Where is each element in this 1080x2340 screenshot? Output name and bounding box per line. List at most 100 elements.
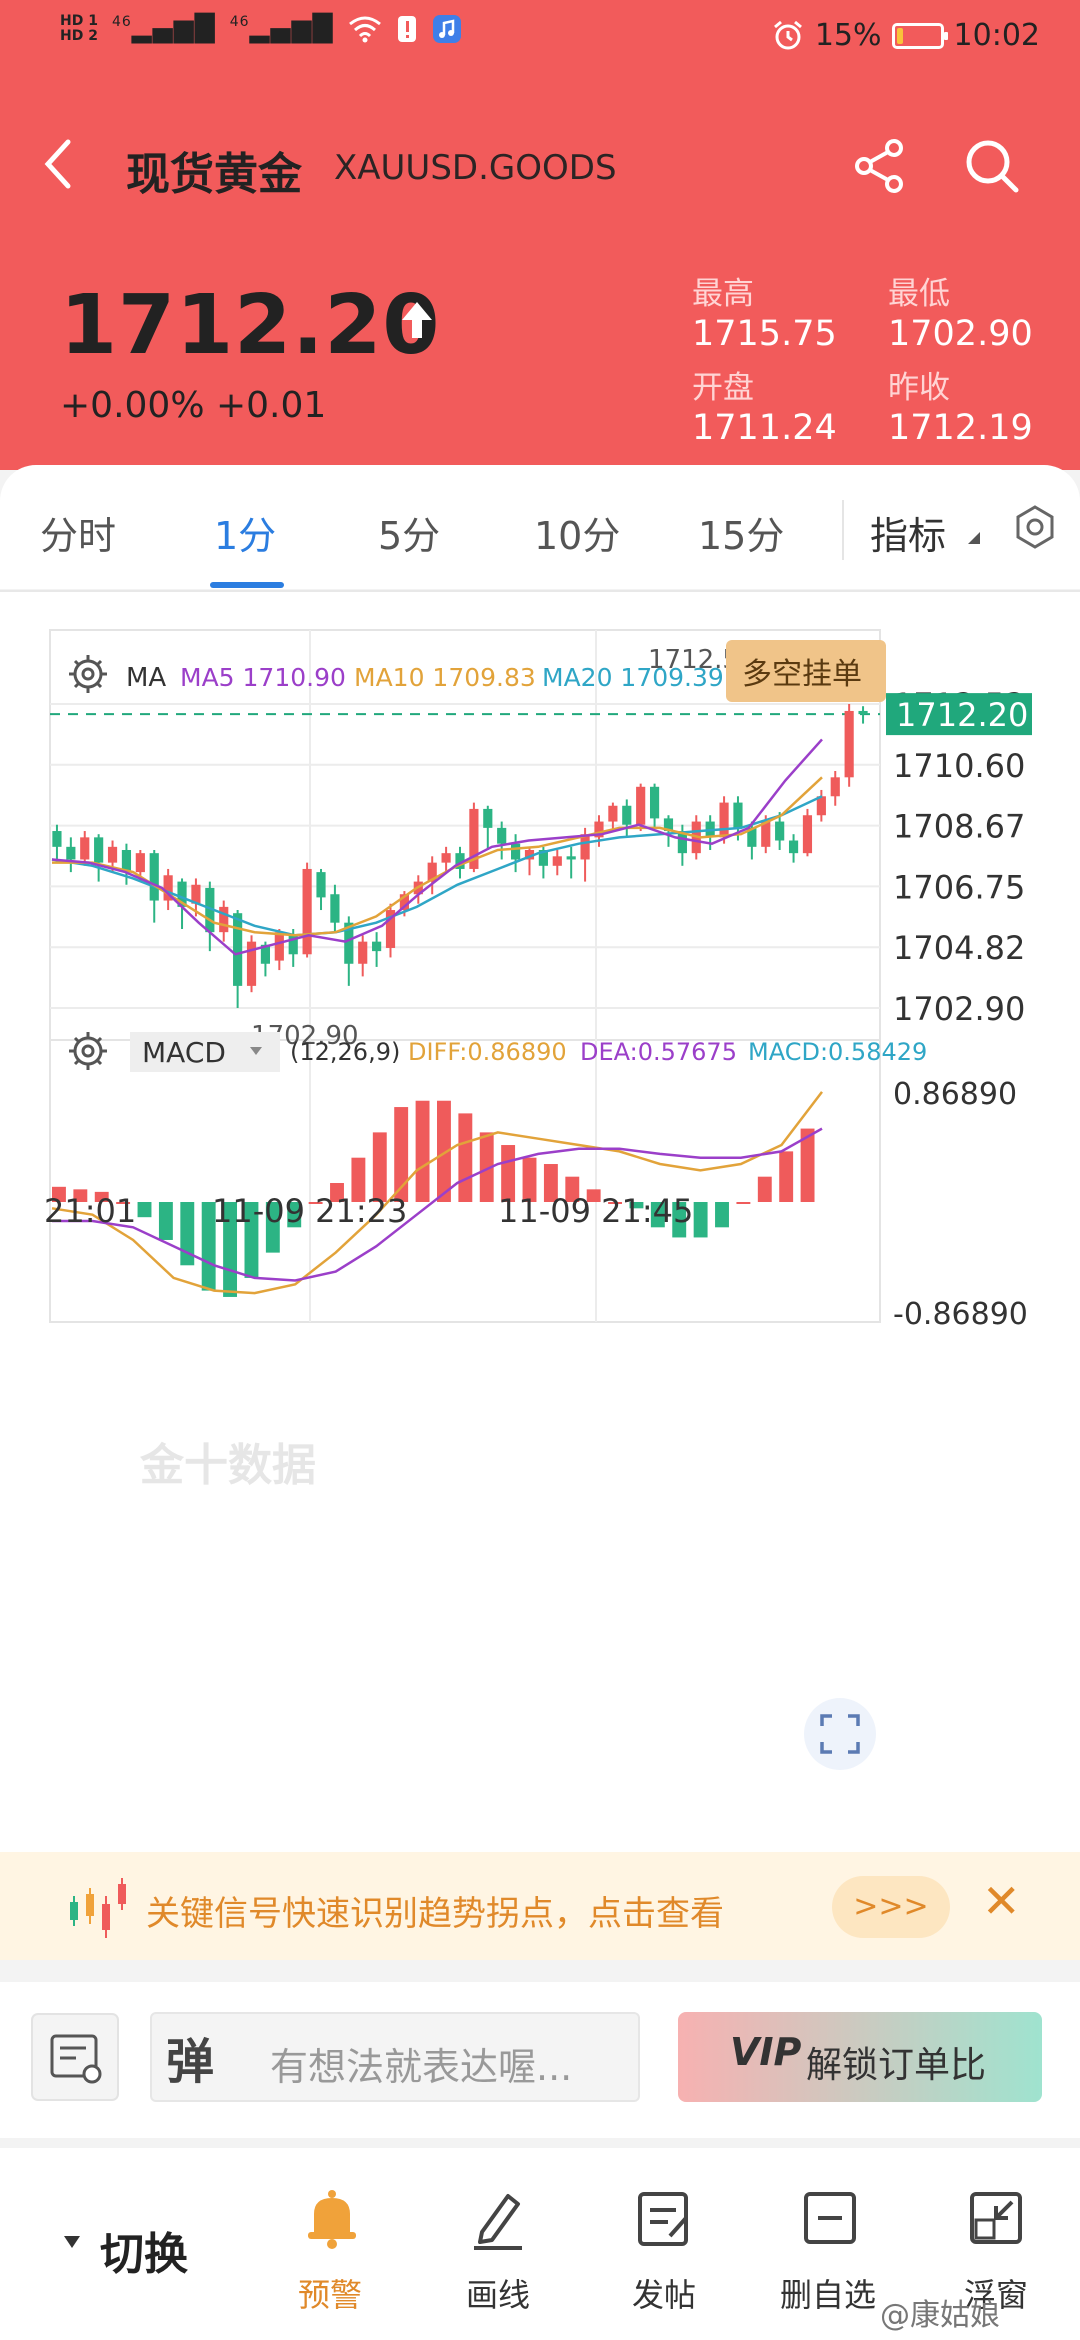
price-change: +0.00% +0.01 <box>60 385 327 426</box>
macd-bar <box>372 1132 387 1202</box>
bottom-toolbar <box>0 2148 1080 2340</box>
macd-bar <box>415 1100 430 1202</box>
x-label-2: 11-09 21:23 <box>212 1192 407 1230</box>
macd-bar <box>629 1202 644 1209</box>
ma20-value: MA20 1709.39 <box>542 663 724 692</box>
share-icon[interactable] <box>852 138 908 194</box>
candle-body <box>788 840 799 854</box>
candle-body <box>636 786 646 825</box>
post-icon[interactable] <box>634 2188 694 2250</box>
macd-settings-icon[interactable] <box>69 1032 107 1070</box>
candle-body <box>427 862 437 882</box>
bottom-alert[interactable]: 预警 <box>298 2276 363 2314</box>
macd-tick-top: 0.86890 <box>893 1077 1017 1112</box>
notes-icon[interactable] <box>30 2012 120 2102</box>
y-tick-label: 1710.60 <box>893 747 1025 785</box>
bottom-float-window[interactable]: 浮窗 <box>964 2276 1029 2314</box>
tab-1min[interactable]: 1分 <box>214 514 277 558</box>
wifi-icon <box>348 16 381 43</box>
bottom-post[interactable]: 发帖 <box>632 2276 697 2314</box>
tab-15min[interactable]: 15分 <box>698 514 785 558</box>
y-tick-label: 1708.67 <box>893 808 1025 846</box>
candle-body <box>566 856 576 860</box>
macd-bar <box>672 1202 687 1238</box>
vip-unlock-button[interactable] <box>678 2012 1042 2102</box>
candle-body <box>594 821 604 838</box>
banner-text[interactable]: 关键信号快速识别趋势拐点，点击查看 <box>146 1894 724 1934</box>
macd-bar <box>608 1202 623 1204</box>
order-button-label: 多空挂单 <box>742 657 862 692</box>
macd-bar <box>650 1202 665 1228</box>
x-label-3: 11-09 21:45 <box>498 1192 693 1230</box>
candle-body <box>816 796 826 816</box>
candle-body <box>330 894 340 923</box>
macd-legend: MACD (12,26,9) DIFF:0.86890 DEA:0.57675 … <box>69 1032 927 1072</box>
active-tab-indicator <box>210 582 284 588</box>
candle-body <box>246 941 257 986</box>
settings-hex-icon[interactable] <box>1012 504 1058 550</box>
macd-bar <box>715 1202 729 1228</box>
tab-indicator[interactable]: 指标 <box>870 514 947 558</box>
comment-placeholder[interactable]: 有想法就表达喔... <box>270 2045 573 2089</box>
candle-body <box>733 802 743 828</box>
candle-body <box>663 818 674 832</box>
candle-body <box>677 831 687 854</box>
macd-bar <box>736 1202 751 1204</box>
float-window-icon[interactable] <box>966 2188 1026 2250</box>
candle-body <box>121 849 132 873</box>
signal-icon: 46▂▄▆█ <box>111 14 216 44</box>
macd-bar <box>201 1202 216 1291</box>
net2-label: 46 <box>229 14 250 30</box>
candle-body <box>316 872 326 898</box>
order-button[interactable]: 多空挂单 <box>726 640 886 702</box>
candle-body <box>260 944 271 964</box>
candlestick-signal-icon <box>70 1878 126 1938</box>
pen-icon[interactable] <box>468 2188 528 2250</box>
header <box>0 0 1080 470</box>
macd-bar <box>287 1202 302 1228</box>
macd-select[interactable]: MACD <box>130 1032 280 1072</box>
candle-body <box>372 941 382 952</box>
macd-bar <box>458 1113 473 1202</box>
ma10-line <box>52 776 823 937</box>
timeframe-tabs <box>0 465 1080 589</box>
banner-more-button[interactable]: >>> <box>832 1876 950 1938</box>
candle-body <box>205 887 215 933</box>
candle-body <box>399 894 409 911</box>
remove-watchlist-icon[interactable] <box>800 2188 860 2250</box>
vip-unlock-label: 解锁订单比 <box>806 2045 987 2086</box>
tab-10min[interactable]: 10分 <box>534 514 621 558</box>
candle-body <box>483 808 493 828</box>
search-icon[interactable] <box>962 136 1022 196</box>
bottom-draw-line[interactable]: 画线 <box>466 2276 531 2314</box>
back-arrow-icon[interactable] <box>40 136 80 192</box>
hd2-label: HD 2 <box>60 28 98 44</box>
macd-bar <box>308 1202 323 1204</box>
tab-5min[interactable]: 5分 <box>378 514 441 558</box>
bottom-remove-watchlist[interactable]: 删自选 <box>780 2276 877 2314</box>
comment-input[interactable] <box>150 2012 640 2102</box>
fullscreen-icon[interactable] <box>804 1698 876 1770</box>
close-icon[interactable]: ✕ <box>982 1874 1021 1928</box>
macd-bar <box>479 1132 494 1202</box>
macd-bar <box>586 1189 601 1202</box>
x-label-1: 21:01 <box>44 1192 136 1230</box>
macd-bar <box>565 1176 580 1202</box>
macd-bar <box>800 1128 815 1202</box>
ma-label: MA <box>126 663 166 693</box>
ma-settings-icon[interactable] <box>69 655 107 693</box>
tab-timeshare[interactable]: 分时 <box>40 514 117 558</box>
switch-button[interactable]: 切换 <box>100 2229 188 2280</box>
macd-bar <box>116 1202 131 1204</box>
bell-icon[interactable] <box>304 2188 360 2250</box>
tab-divider <box>842 500 844 560</box>
candle-body <box>455 853 465 869</box>
y-tick-label: 1706.75 <box>893 868 1025 906</box>
kline-chart[interactable]: 金十数据 1712.521710.601708.671706.751704.82… <box>0 592 1080 1852</box>
candle-body <box>219 906 229 933</box>
diff-line <box>51 1091 823 1295</box>
y-tick-label: 1702.90 <box>893 990 1025 1028</box>
chart-area <box>0 592 1080 1852</box>
candle-body <box>497 827 507 844</box>
opinion-icon: 弹 <box>166 2034 215 2090</box>
